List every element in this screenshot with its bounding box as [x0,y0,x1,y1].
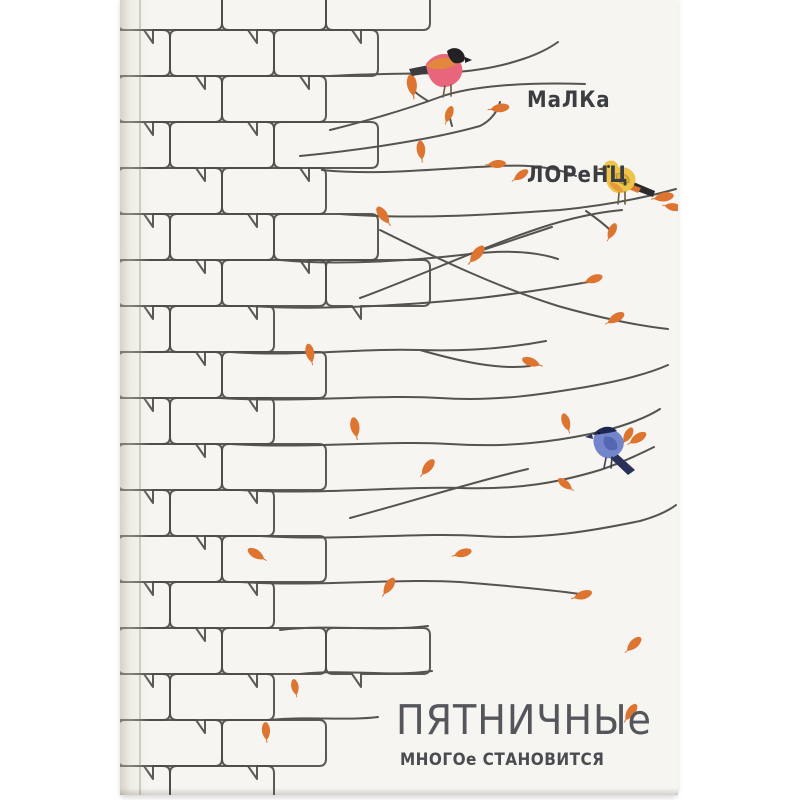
speech-bubble-brick [120,397,171,445]
yellow-bird-eye [607,165,610,168]
branch [359,209,623,299]
branch [229,408,661,447]
book-cover: МаЛКа ЛОРеНЦ ПЯТНИЧНЫе ОТВеТЫ МНОГОе СТА… [120,0,678,795]
tree-branches [219,41,677,721]
branch [239,446,655,493]
speech-bubble-brick [221,0,327,44]
branch [299,670,433,675]
speech-bubble-brick [169,305,275,366]
bullfinch-tail-icon [409,65,431,76]
subtitle-line-1: МНОГОе СТАНОВИТСЯ [400,750,605,770]
yellow-bird-tail-icon [629,181,655,197]
leaf-icon [559,412,574,435]
branch [299,101,501,157]
speech-bubble-brick [120,765,171,795]
book-title: ПЯТНИЧНЫе ОТВеТЫ [396,620,652,800]
speech-bubble-brick [221,167,327,228]
blue-bird-beak-icon [585,434,593,439]
branch [339,188,677,218]
speech-bubble-brick [325,627,431,688]
author-first-name: МаЛКа [527,88,611,113]
leaf-icon [416,457,437,480]
leaf-icon [520,354,545,371]
branch [279,625,429,631]
yellow-bird-head [603,160,619,176]
speech-bubble-brick [273,121,379,182]
leaf-icon [290,678,301,699]
branch [349,468,529,519]
speech-bubble-brick [120,213,171,261]
yellow-bird-legs [617,191,626,205]
speech-bubble-brick [169,765,275,795]
yellow-bird [597,160,655,205]
book-subtitle: МНОГОе СТАНОВИТСЯ ПОНЯТНЫМ [400,700,604,800]
speech-bubble-brick [221,535,327,596]
leaf-icon [581,272,604,287]
speech-bubble-brick [120,305,171,353]
bullfinch-beak-icon [465,57,472,63]
speech-bubble-brick [221,443,327,504]
leaf-icon [245,545,270,565]
branch [279,250,559,264]
speech-bubble-brick [120,673,171,721]
yellow-bird-wing [615,173,630,185]
bullfinch-head [447,48,465,64]
cover-illustration [120,0,678,795]
speech-bubble-brick [120,121,171,169]
speech-bubble-brick [273,29,379,90]
branch [239,579,581,595]
bullfinch-wing [426,57,458,70]
title-line-1: ПЯТНИЧНЫе [396,696,652,744]
leaf-icon [441,104,456,127]
author-name: МаЛКа ЛОРеНЦ [527,38,629,238]
leaf-icon [378,575,398,600]
branch [219,364,669,401]
speech-bubble-brick [169,397,275,458]
speech-bubble-brick [221,719,327,780]
speech-bubble-brick [169,673,275,734]
leaf-icon [569,588,594,603]
bullfinch-bird [409,48,472,98]
branch [379,229,669,330]
leaf-icon [303,343,317,367]
branch [249,280,595,309]
blue-bird-tail-icon [609,451,635,475]
blue-bird [585,426,635,475]
blue-bird-wing [603,436,618,451]
blue-bird-eye [597,431,601,435]
leaf-icon [348,416,362,442]
speech-bubble-brick [221,75,327,136]
speech-bubble-brick [325,259,431,320]
speech-bubble-brick [169,581,275,642]
branch [259,504,677,539]
brick-wall-of-speech-bubbles [120,0,431,795]
speech-bubble-brick [120,0,223,44]
author-last-name: ЛОРеНЦ [527,163,629,188]
leaf-icon [405,73,419,101]
leaf-icon [415,140,427,164]
yellow-bird-breast [609,182,624,193]
speech-bubble-brick [325,0,431,44]
blue-bird-legs [603,456,613,469]
branch [269,716,379,721]
speech-bubble-brick [120,581,171,629]
yellow-bird-beak-icon [597,167,604,171]
branch [321,164,577,177]
speech-bubble-brick [273,213,379,274]
branch [329,41,559,77]
speech-bubble-brick [221,351,327,412]
leaf-icon [261,721,271,744]
branch [585,210,611,231]
leaf-icon [660,201,678,213]
speech-bubble-brick [120,29,171,77]
branch [329,82,586,131]
speech-bubble-brick [169,489,275,550]
leaf-icon [486,102,510,115]
branch [419,349,531,369]
bullfinch-legs [442,84,452,98]
leaf-icon [450,546,473,561]
speech-bubble-brick [120,489,171,537]
